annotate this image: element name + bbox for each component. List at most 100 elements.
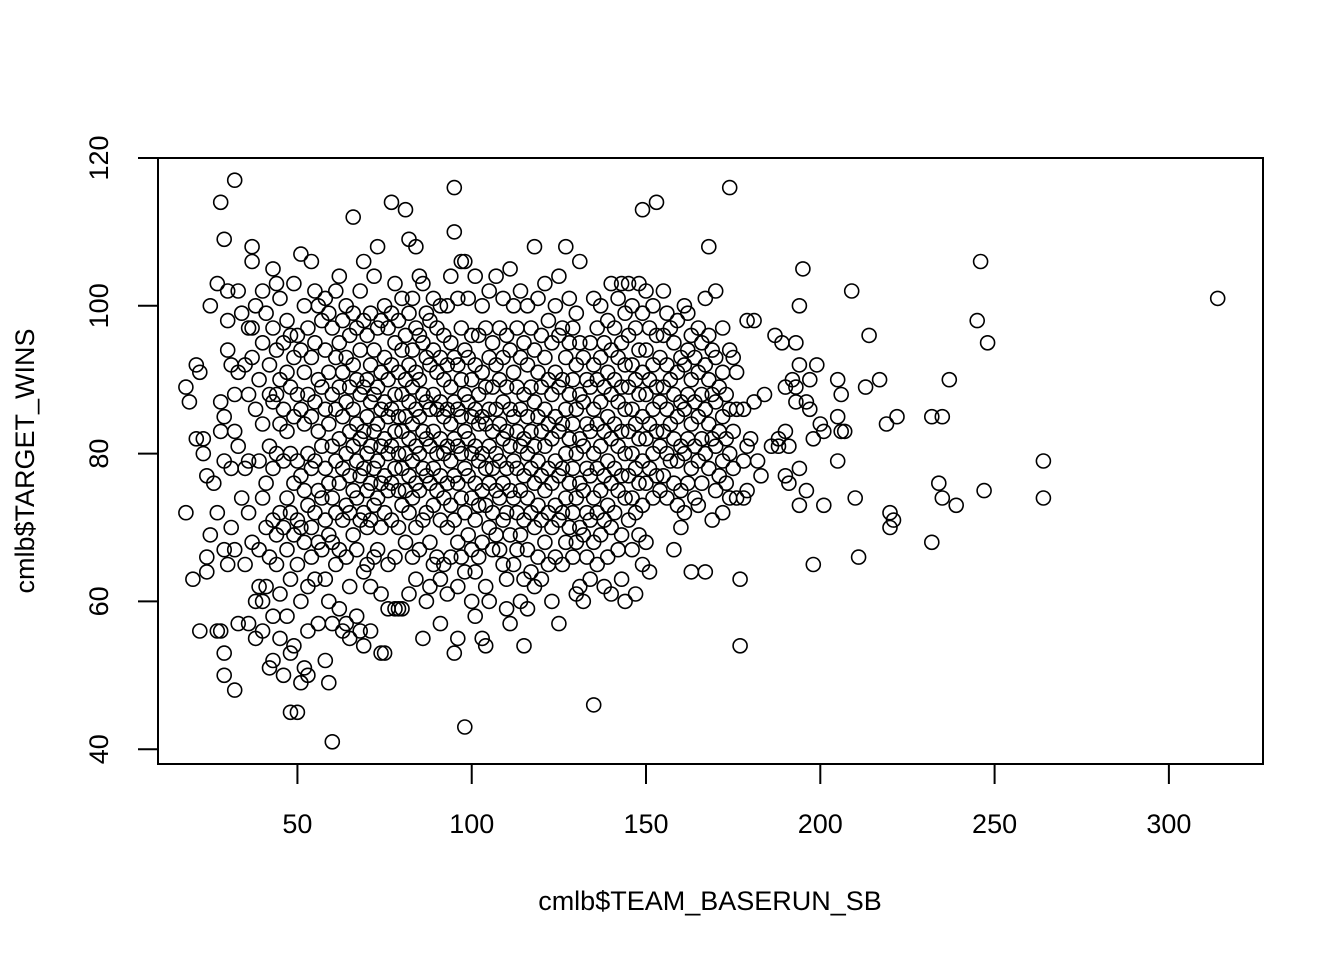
data-point [237,556,253,573]
data-point [843,283,860,299]
data-point [530,290,546,307]
data-point [739,482,755,499]
data-point [620,275,637,292]
data-point [690,320,707,336]
data-point [268,275,285,292]
data-point [422,534,438,551]
data-point [453,408,470,425]
data-point [418,305,435,322]
data-point [707,482,724,499]
data-point [449,290,466,307]
data-point [683,564,700,580]
data-point [1035,490,1052,506]
data-point [261,386,278,403]
data-point [470,416,487,432]
data-point [212,194,229,211]
data-point [324,490,341,506]
data-point [502,527,518,543]
data-point [352,467,369,484]
data-point [599,549,616,565]
data-point [387,423,403,440]
data-point [739,312,755,329]
data-point [317,460,334,477]
data-point [411,482,428,499]
data-point [537,349,553,366]
data-point [519,490,536,506]
data-point [878,416,895,432]
data-point [192,623,208,639]
data-point [422,401,438,418]
data-point [380,445,396,462]
data-point [571,475,588,492]
data-point [467,608,484,625]
data-point [592,482,609,499]
y-tick-label: 100 [84,283,114,328]
data-point [554,371,571,388]
data-point [373,586,389,602]
data-point [390,445,407,462]
data-point [624,401,640,418]
data-point [638,534,654,551]
data-point [606,504,623,521]
data-point [561,430,578,447]
data-point [415,386,431,403]
data-point [791,460,808,477]
data-point [592,438,609,455]
data-point [366,549,382,565]
data-point [279,490,295,506]
data-point [861,327,877,344]
data-point [498,600,515,617]
data-point [293,342,309,358]
data-point [523,320,539,336]
data-point [972,253,989,270]
data-point [470,549,487,565]
data-point [578,371,595,388]
data-point [753,467,769,484]
data-point [662,453,679,469]
data-point [289,386,306,403]
data-point [289,556,306,573]
data-point [331,600,348,617]
data-point [693,430,710,447]
data-point [575,527,592,543]
data-point [575,349,592,366]
data-point [442,334,459,351]
data-point [366,268,382,285]
data-point [784,371,801,388]
data-point [247,401,264,418]
data-point [554,320,571,336]
data-point [509,541,525,558]
data-point [589,320,606,336]
data-point [359,408,375,425]
data-point [627,586,644,602]
data-point [676,401,693,418]
data-point [307,504,323,521]
data-point [498,504,515,521]
data-point [317,512,334,528]
data-point [408,238,424,255]
data-point [268,386,285,403]
data-point [317,290,334,307]
data-point [320,305,337,322]
data-point [244,320,260,336]
data-point [795,261,811,277]
data-point [303,349,320,366]
data-point [885,512,902,528]
data-point [645,297,661,314]
data-point [453,320,470,336]
data-point [801,401,818,418]
data-point [265,652,281,669]
data-point [387,460,403,477]
data-point [519,541,536,558]
data-point [564,371,581,388]
data-point [519,357,536,373]
data-point [390,600,407,617]
data-point [404,290,421,307]
data-point [551,379,567,395]
data-point [212,394,229,410]
data-point [331,268,348,285]
data-point [697,445,714,462]
data-point [697,564,714,580]
data-point [453,490,470,506]
data-point [697,290,714,307]
